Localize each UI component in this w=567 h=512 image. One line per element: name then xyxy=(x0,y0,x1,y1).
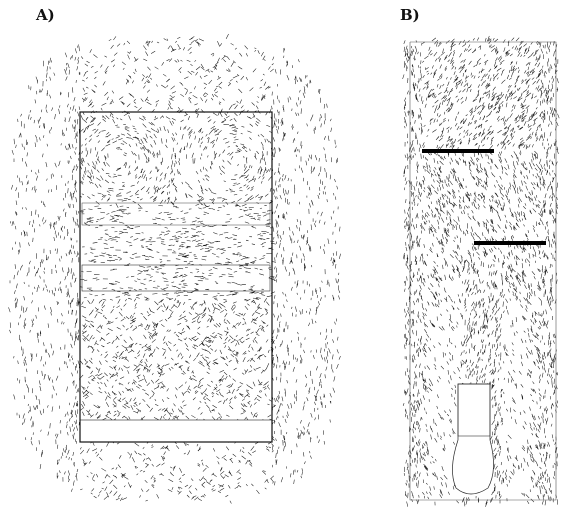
panel-b-small-box xyxy=(457,383,491,437)
panel-a-vector-field xyxy=(8,33,341,504)
panel-a-bottom-strip xyxy=(79,419,273,443)
panel-a-inner-box xyxy=(79,111,273,443)
panel-b-cavity-outline xyxy=(452,383,494,495)
panel-b-arrows xyxy=(402,35,560,507)
panel-a-band-1 xyxy=(81,202,271,226)
panel-b-vector-field xyxy=(402,35,560,507)
panel-a-arrow-field xyxy=(8,33,341,504)
panel-a-label: A) xyxy=(36,6,55,24)
panel-b-arrow-field xyxy=(402,35,560,507)
panel-b-label: B) xyxy=(400,6,420,24)
panel-b-domain-outline xyxy=(409,41,557,501)
panel-a-arrows xyxy=(8,33,341,504)
panel-a-band-2 xyxy=(81,264,271,292)
